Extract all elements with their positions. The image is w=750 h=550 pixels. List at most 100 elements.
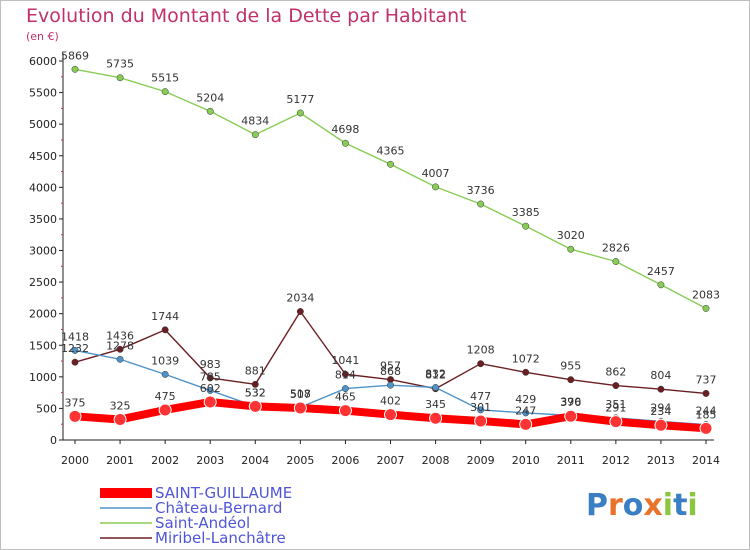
- data-label: 465: [335, 391, 356, 404]
- data-point: [71, 346, 79, 354]
- data-label: 2457: [647, 265, 675, 278]
- data-point: [203, 395, 217, 409]
- x-tick-label: 2004: [241, 454, 269, 467]
- series-line: [74, 68, 707, 310]
- data-point: [68, 409, 82, 423]
- data-label: 5204: [196, 91, 224, 104]
- legend-entry: SAINT-GUILLAUME: [155, 484, 292, 502]
- data-point: [432, 183, 440, 191]
- data-point: [161, 88, 169, 96]
- data-label: 1744: [151, 310, 179, 323]
- data-label: 2034: [286, 292, 314, 305]
- data-label: 1041: [331, 354, 359, 367]
- data-label: 814: [335, 369, 356, 382]
- data-label: 532: [245, 386, 266, 399]
- data-point: [338, 404, 352, 418]
- data-label: 957: [380, 360, 401, 373]
- data-point: [341, 370, 349, 378]
- data-point: [116, 355, 124, 363]
- data-label: 1436: [106, 329, 134, 342]
- data-point: [161, 326, 169, 334]
- data-point: [296, 109, 304, 117]
- data-label: 955: [560, 360, 581, 373]
- data-point: [293, 401, 307, 415]
- y-tick-label: 4000: [29, 181, 57, 194]
- data-label: 234: [650, 405, 671, 418]
- data-label: 5177: [286, 93, 314, 106]
- y-tick-label: 4500: [29, 150, 57, 163]
- data-label: 3385: [512, 206, 540, 219]
- data-point: [432, 383, 440, 391]
- data-point: [477, 200, 485, 208]
- data-point: [206, 386, 214, 394]
- data-point: [657, 281, 665, 289]
- data-point: [612, 258, 620, 265]
- data-point: [522, 222, 530, 230]
- data-label: 375: [65, 396, 86, 409]
- data-label: 5735: [106, 58, 134, 71]
- data-point: [341, 139, 349, 147]
- data-point: [609, 415, 623, 429]
- data-point: [612, 382, 620, 390]
- data-label: 4007: [422, 167, 450, 180]
- data-point: [161, 370, 169, 378]
- data-label: 737: [696, 373, 717, 386]
- data-label: 291: [605, 402, 626, 415]
- data-label: 185: [696, 408, 717, 421]
- data-label: 5515: [151, 72, 179, 85]
- axes: 0 500 1000 1500 2000 2500 3000 3500 4000 4500 5000…: [29, 53, 720, 467]
- data-label: 881: [245, 364, 266, 377]
- y-tick-label: 5500: [29, 87, 57, 100]
- legend-entry: Château-Bernard: [155, 499, 282, 517]
- x-tick-label: 2008: [422, 454, 450, 467]
- data-point: [71, 358, 79, 366]
- data-label: 862: [605, 366, 626, 379]
- data-label: 602: [200, 382, 221, 395]
- data-point: [429, 411, 443, 425]
- data-label: 244: [696, 405, 717, 418]
- data-point: [251, 380, 259, 388]
- data-label: 4834: [241, 115, 269, 128]
- data-label: 4698: [331, 123, 359, 136]
- data-label: 475: [155, 390, 176, 403]
- logo-letter: x: [643, 488, 662, 523]
- chart-title: Evolution du Montant de la Dette par Hab…: [26, 5, 467, 27]
- data-point: [522, 368, 530, 376]
- data-label: 325: [110, 399, 131, 412]
- x-tick-label: 2002: [151, 454, 179, 467]
- data-point: [113, 412, 127, 426]
- data-point: [477, 406, 485, 414]
- data-point: [657, 385, 665, 393]
- data-label: 294: [650, 401, 671, 414]
- y-tick-label: 3000: [29, 245, 57, 258]
- data-point: [206, 374, 214, 382]
- data-label: 785: [200, 370, 221, 383]
- y-tick-label: 1000: [29, 371, 57, 384]
- data-label: 1278: [106, 339, 134, 352]
- y-tick-label: 2500: [29, 276, 57, 289]
- data-label: 1072: [512, 352, 540, 365]
- data-label: 2826: [602, 241, 630, 254]
- data-point: [567, 376, 575, 384]
- y-tick-label: 1500: [29, 339, 57, 352]
- legend-entry: Miribel-Lanchâtre: [155, 529, 286, 547]
- data-label: 376: [560, 396, 581, 409]
- value-labels: 5869 5735 5515 5204 4834 5177 4698 4365 4007 3736…: [61, 49, 720, 421]
- logo-letter: r: [608, 488, 623, 523]
- data-point: [384, 408, 397, 422]
- legend: SAINT-GUILLAUMEChâteau-BernardSaint-Andé…: [100, 484, 292, 547]
- y-tick-label: 6000: [29, 55, 57, 68]
- data-point: [116, 74, 124, 82]
- unit-label: (en €): [26, 30, 59, 43]
- logo-letter: t: [673, 488, 687, 523]
- logo-letter: P: [586, 488, 608, 523]
- data-point: [248, 399, 262, 413]
- data-point: [116, 345, 124, 353]
- logo-letter: o: [623, 488, 644, 523]
- data-point: [296, 308, 304, 315]
- data-point: [522, 409, 530, 417]
- data-label: 804: [650, 369, 671, 382]
- series-layer: [68, 65, 713, 435]
